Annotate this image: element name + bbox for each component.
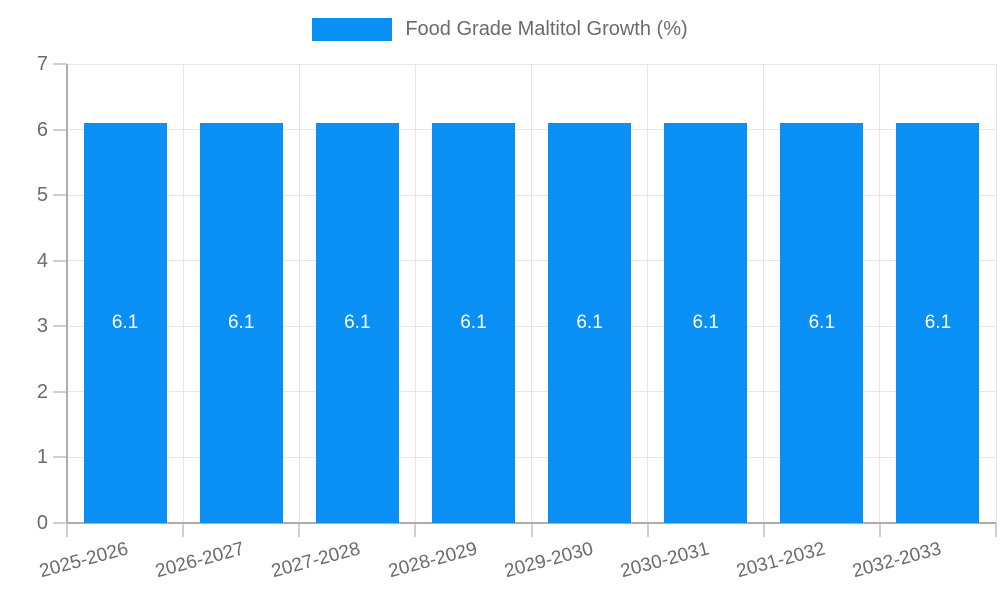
x-tick	[530, 523, 533, 537]
bar[interactable]: 6.1	[199, 123, 283, 523]
x-gridline	[995, 64, 997, 523]
x-axis-label: 2030-2031	[618, 538, 712, 583]
bar-value-label: 6.1	[227, 311, 255, 333]
y-axis-label: 6	[36, 118, 48, 141]
x-tick	[414, 523, 417, 537]
y-tick	[53, 194, 67, 197]
x-axis-label: 2029-2030	[501, 538, 596, 583]
x-gridline	[182, 64, 184, 523]
x-gridline	[298, 64, 300, 523]
x-axis-label: 2026-2027	[153, 538, 247, 583]
x-tick	[878, 523, 881, 537]
y-tick	[53, 456, 67, 459]
y-tick	[53, 63, 67, 65]
x-gridline	[879, 64, 881, 523]
x-axis-label: 2025-2026	[37, 538, 131, 583]
y-tick	[53, 128, 67, 131]
bar-value-label: 6.1	[344, 311, 371, 333]
y-tick	[53, 259, 67, 262]
x-axis-label: 2028-2029	[385, 538, 480, 583]
x-tick	[646, 523, 649, 537]
y-axis-line	[66, 64, 68, 523]
bar-value-label: 6.1	[692, 311, 719, 333]
y-axis-label: 7	[36, 53, 48, 75]
bar[interactable]: 6.1	[896, 123, 980, 523]
y-axis-label: 2	[36, 380, 48, 403]
x-gridline	[531, 64, 532, 523]
x-gridline	[414, 64, 416, 523]
x-tick	[995, 523, 997, 537]
x-gridline	[647, 64, 649, 523]
bar-value-label: 6.1	[111, 311, 139, 333]
bar[interactable]: 6.1	[83, 123, 167, 523]
x-tick	[182, 523, 185, 537]
y-axis-label: 3	[36, 315, 48, 338]
bar-value-label: 6.1	[808, 311, 836, 333]
bar[interactable]: 6.1	[664, 123, 748, 523]
x-gridline	[763, 64, 765, 523]
y-axis-label: 1	[36, 446, 48, 469]
y-axis-label: 5	[36, 184, 48, 207]
y-tick	[53, 390, 67, 393]
x-tick	[66, 523, 68, 537]
legend-label: Food Grade Maltitol Growth (%)	[405, 18, 688, 40]
y-tick	[53, 325, 67, 328]
y-axis-label: 4	[36, 249, 48, 272]
x-tick	[762, 523, 765, 537]
bar-value-label: 6.1	[576, 311, 603, 333]
bar-value-label: 6.1	[460, 311, 487, 333]
legend-swatch	[312, 17, 393, 41]
bar[interactable]: 6.1	[548, 123, 632, 523]
bar-value-label: 6.1	[924, 311, 952, 333]
y-tick	[53, 522, 67, 524]
x-tick	[298, 523, 301, 537]
bar[interactable]: 6.1	[315, 123, 399, 523]
bar[interactable]: 6.1	[431, 123, 515, 523]
x-axis-label: 2031-2032	[734, 538, 828, 583]
legend-item[interactable]: Food Grade Maltitol Growth (%)	[0, 17, 1000, 41]
x-axis-label: 2027-2028	[269, 538, 363, 583]
bar[interactable]: 6.1	[780, 123, 864, 523]
y-axis-label: 0	[36, 512, 48, 534]
x-axis-line	[67, 522, 996, 524]
x-axis-label: 2032-2033	[850, 538, 944, 583]
